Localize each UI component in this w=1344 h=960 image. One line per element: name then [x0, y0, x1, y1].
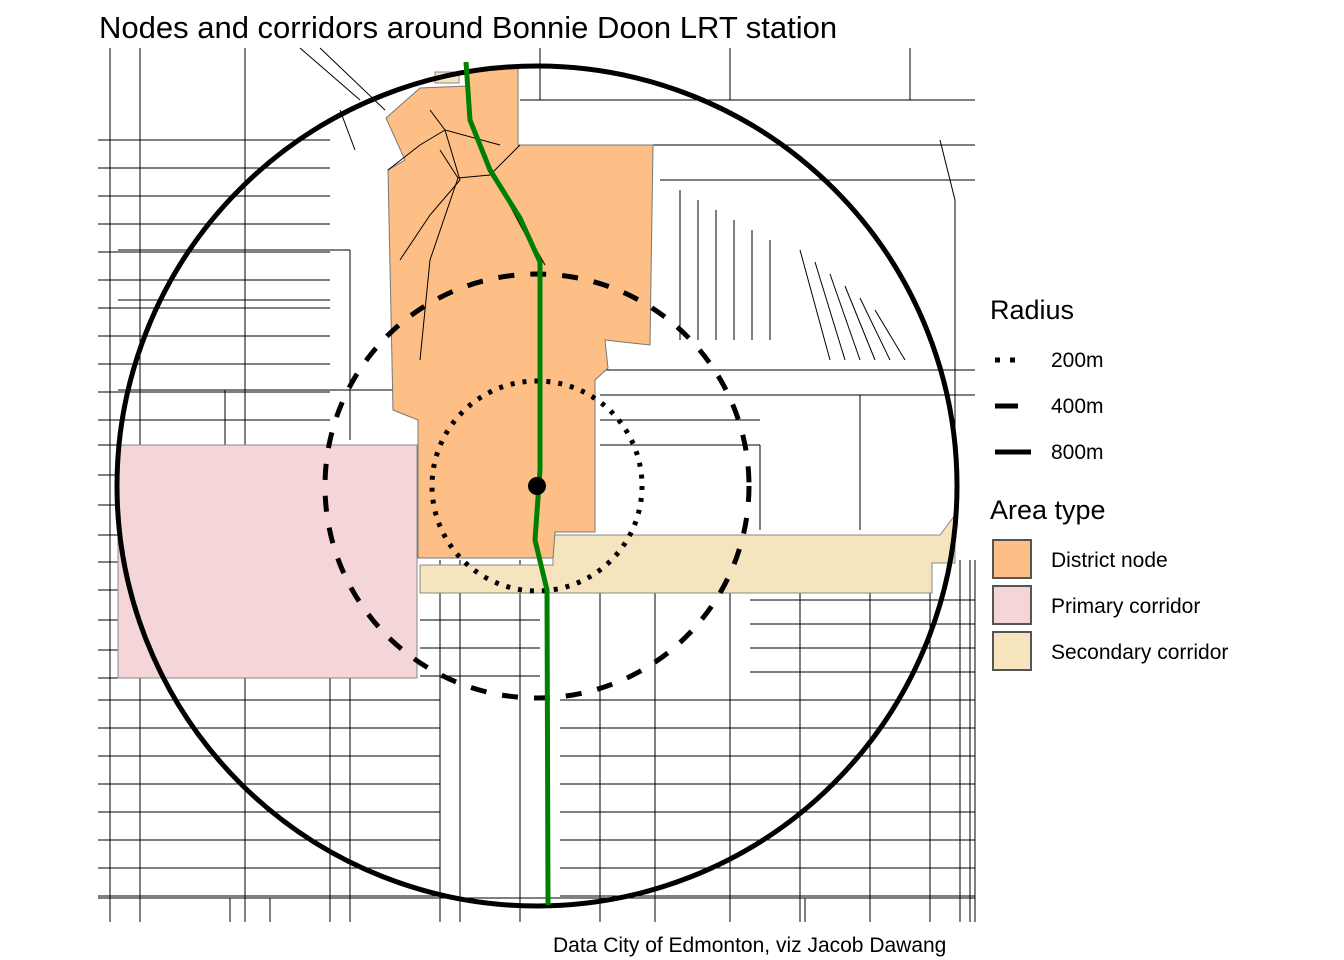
- secondary-corridor-area: [419, 513, 956, 594]
- primary-corridor-area: [117, 444, 418, 679]
- legend-label-200m: 200m: [1051, 349, 1104, 372]
- street: [874, 309, 906, 361]
- legend-area-title: Area type: [990, 495, 1106, 525]
- legend-label-secondary-corridor: Secondary corridor: [1051, 641, 1229, 664]
- radius-200m-circle: [429, 378, 645, 594]
- legend-label-400m: 400m: [1051, 395, 1104, 418]
- bonnie-doon-station-point: [528, 477, 546, 495]
- street: [799, 249, 831, 361]
- street: [859, 297, 891, 361]
- street: [339, 109, 356, 151]
- radius-400m-circle: [322, 271, 752, 701]
- legend-swatch-primary-corridor: [992, 585, 1032, 625]
- street: [844, 285, 876, 361]
- map-title: Nodes and corridors around Bonnie Doon L…: [99, 10, 838, 45]
- legend-label-district-node: District node: [1051, 549, 1168, 572]
- legend-swatch-secondary-corridor: [992, 631, 1032, 671]
- lrt-line: [463, 61, 551, 906]
- street: [939, 139, 956, 201]
- street: [814, 261, 846, 361]
- legend-swatch-district-node: [992, 539, 1032, 579]
- radius-800m-circle: [114, 63, 960, 909]
- map-caption: Data City of Edmonton, viz Jacob Dawang: [553, 934, 947, 957]
- legend-label-primary-corridor: Primary corridor: [1051, 595, 1201, 618]
- legend-label-800m: 800m: [1051, 441, 1104, 464]
- legend-radius-title: Radius: [990, 295, 1075, 325]
- street: [829, 273, 861, 361]
- street: [299, 47, 361, 101]
- legend-keys: [995, 357, 1031, 455]
